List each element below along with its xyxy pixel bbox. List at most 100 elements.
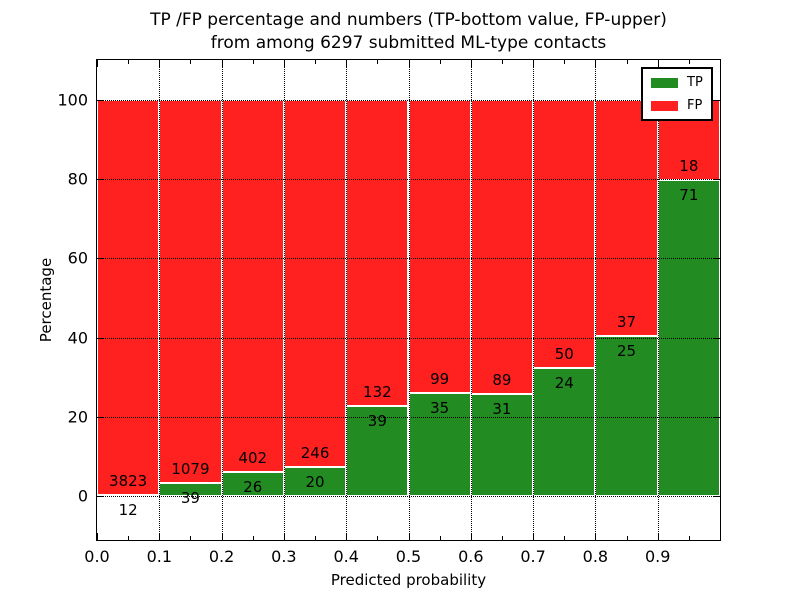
x-tick-mark [221, 60, 223, 67]
legend-row: FP [651, 99, 703, 112]
v-gridline [346, 60, 348, 540]
x-tick-label: 0.9 [644, 547, 671, 566]
x-minor-tick-mark [377, 536, 379, 540]
y-tick-label: 40 [67, 328, 88, 348]
x-tick-mark [159, 533, 161, 540]
x-tick-mark [533, 60, 535, 67]
x-tick-mark [595, 60, 597, 67]
x-tick-mark [657, 533, 659, 540]
v-gridline [595, 60, 597, 540]
fp-count-label: 1079 [171, 459, 210, 478]
x-minor-tick-mark [190, 60, 192, 64]
y-tick-mark [713, 337, 720, 339]
x-tick-mark [470, 533, 472, 540]
y-tick-mark [713, 179, 720, 180]
fp-count-label: 18 [679, 156, 699, 175]
y-tick-mark [97, 417, 104, 419]
x-tick-label: 0.1 [146, 547, 173, 566]
tp-count-label: 20 [305, 472, 325, 491]
legend-label: FP [687, 98, 703, 113]
fp-count-label: 3823 [109, 472, 148, 491]
x-tick-mark [470, 60, 472, 67]
tp-legend-swatch [651, 77, 678, 88]
tp-count-label: 25 [617, 342, 637, 361]
y-axis-label: Percentage [37, 257, 55, 343]
plot-area: 3823 12 1079 39 402 26 246 20 132 39 99 35 89 31 50 24 3… [57, 59, 721, 566]
x-minor-tick-mark [252, 536, 254, 540]
fp-bar-segment [97, 99, 160, 496]
x-minor-tick-mark [688, 60, 690, 64]
fp-count-label: 89 [492, 370, 512, 389]
x-tick-label: 0.7 [520, 547, 546, 566]
fp-bar-segment [159, 99, 222, 483]
chart-title: TP /FP percentage and numbers (TP-bottom… [150, 10, 667, 53]
tp-count-label: 71 [679, 185, 699, 204]
legend-label: TP [687, 75, 703, 90]
x-tick-mark [533, 533, 535, 540]
v-gridline [408, 60, 410, 540]
fp-bar-segment [346, 99, 409, 406]
x-minor-tick-mark [252, 60, 254, 64]
tp-count-label: 39 [367, 411, 387, 430]
fp-bar-segment [283, 99, 347, 467]
x-minor-tick-mark [315, 60, 317, 64]
x-tick-label: 0.8 [582, 547, 609, 566]
fp-count-label: 246 [300, 443, 330, 462]
y-tick-mark [97, 258, 104, 260]
tp-count-label: 26 [243, 478, 263, 497]
y-tick-mark [713, 496, 720, 498]
x-minor-tick-mark [626, 536, 628, 540]
tp-count-label: 24 [554, 373, 574, 392]
x-tick-mark [97, 533, 98, 540]
fp-count-label: 132 [363, 382, 392, 401]
tp-count-label: 35 [430, 398, 450, 417]
y-tick-label: 100 [57, 90, 88, 110]
fp-bar-segment [221, 99, 284, 473]
x-tick-mark [283, 60, 285, 67]
v-gridline [657, 60, 659, 540]
v-gridline [283, 60, 285, 540]
x-tick-label: 0.2 [208, 547, 235, 566]
x-tick-label: 0.6 [458, 547, 484, 566]
y-tick-mark [713, 99, 720, 101]
fp-count-label: 99 [430, 369, 450, 388]
x-minor-tick-mark [128, 536, 130, 540]
fp-legend-swatch [651, 100, 678, 111]
x-tick-mark [408, 60, 410, 67]
y-tick-label: 80 [67, 169, 88, 189]
y-tick-mark [713, 417, 720, 419]
fp-count-label: 50 [554, 344, 574, 363]
tp-bar-segment [221, 472, 284, 497]
x-minor-tick-mark [501, 60, 503, 64]
x-minor-tick-mark [315, 536, 317, 540]
tp-count-label: 39 [180, 488, 200, 507]
y-tick-mark [713, 258, 720, 260]
x-minor-tick-mark [439, 60, 441, 64]
x-minor-tick-mark [439, 536, 441, 540]
x-tick-mark [283, 533, 285, 540]
v-gridline [470, 60, 472, 540]
y-tick-label: 60 [67, 248, 88, 268]
x-minor-tick-mark [377, 60, 379, 64]
x-tick-label: 0.0 [84, 547, 110, 566]
x-tick-mark [346, 533, 348, 540]
x-minor-tick-mark [501, 536, 503, 540]
y-tick-mark [97, 179, 104, 180]
x-tick-mark [657, 60, 659, 67]
x-minor-tick-mark [688, 536, 690, 540]
x-axis-label: Predicted probability [330, 571, 487, 589]
y-tick-label: 20 [67, 407, 88, 427]
y-tick-mark [97, 337, 104, 339]
y-tick-mark [97, 99, 104, 101]
x-tick-label: 0.5 [395, 547, 422, 566]
v-gridline [533, 60, 535, 540]
fp-count-label: 402 [238, 449, 268, 468]
x-tick-mark [97, 60, 98, 67]
tp-count-label: 12 [118, 501, 138, 520]
fp-bar-segment [470, 99, 534, 394]
fp-bar-segment [533, 99, 596, 368]
x-tick-mark [408, 533, 410, 540]
x-tick-label: 0.4 [333, 547, 359, 566]
legend: TP FP [641, 67, 713, 121]
x-minor-tick-mark [564, 60, 566, 64]
